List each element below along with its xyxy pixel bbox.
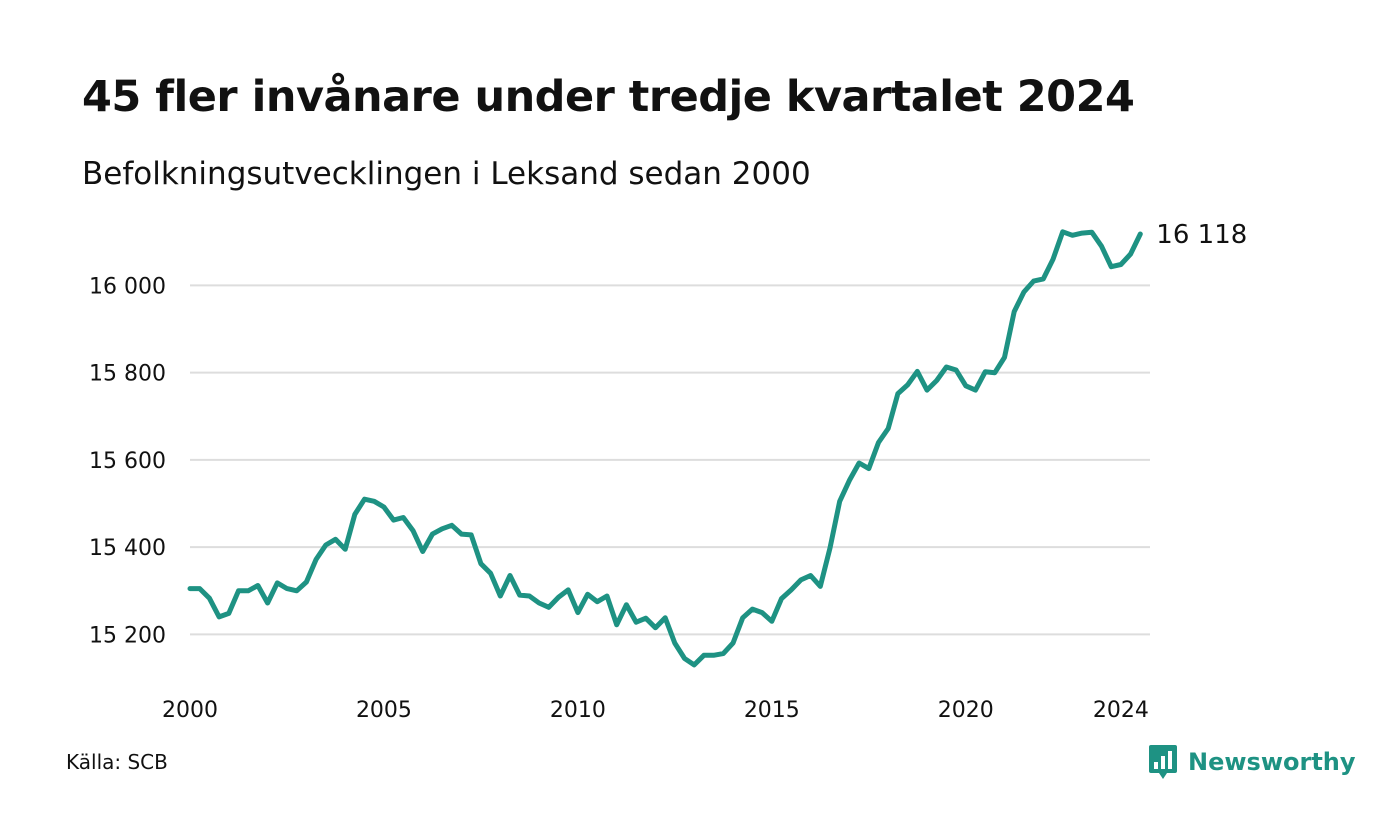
end-value-label: 16 118 [1156,220,1247,250]
x-tick-label: 2000 [162,698,218,723]
series-line [187,229,1143,668]
y-axis-ticks: 15 200 15 400 15 600 15 800 16 000 [89,274,166,648]
brand-logo[interactable]: Newsworthy [1148,744,1356,780]
end-label-layer: 16 118 [1156,220,1247,250]
y-tick-label: 15 200 [89,623,166,648]
x-tick-label: 2015 [744,698,800,723]
x-axis-ticks: 2000 2005 2010 2015 2020 2024 [162,698,1149,723]
y-tick-label: 15 800 [89,362,166,387]
source-note: Källa: SCB [66,750,168,774]
x-tick-label: 2020 [938,698,994,723]
series-layer [187,229,1143,668]
y-tick-label: 16 000 [89,274,166,299]
y-tick-label: 15 400 [89,536,166,561]
y-tick-label: 15 600 [89,449,166,474]
x-tick-label: 2005 [356,698,412,723]
grid-lines [190,284,1150,636]
x-tick-label: 2010 [550,698,606,723]
chart-title: 45 fler invånare under tredje kvartalet … [82,72,1135,122]
chart-subtitle: Befolkningsutvecklingen i Leksand sedan … [82,156,811,192]
x-tick-label: 2024 [1093,698,1149,723]
brand-name: Newsworthy [1188,748,1356,776]
newsworthy-logo-icon [1149,745,1177,779]
